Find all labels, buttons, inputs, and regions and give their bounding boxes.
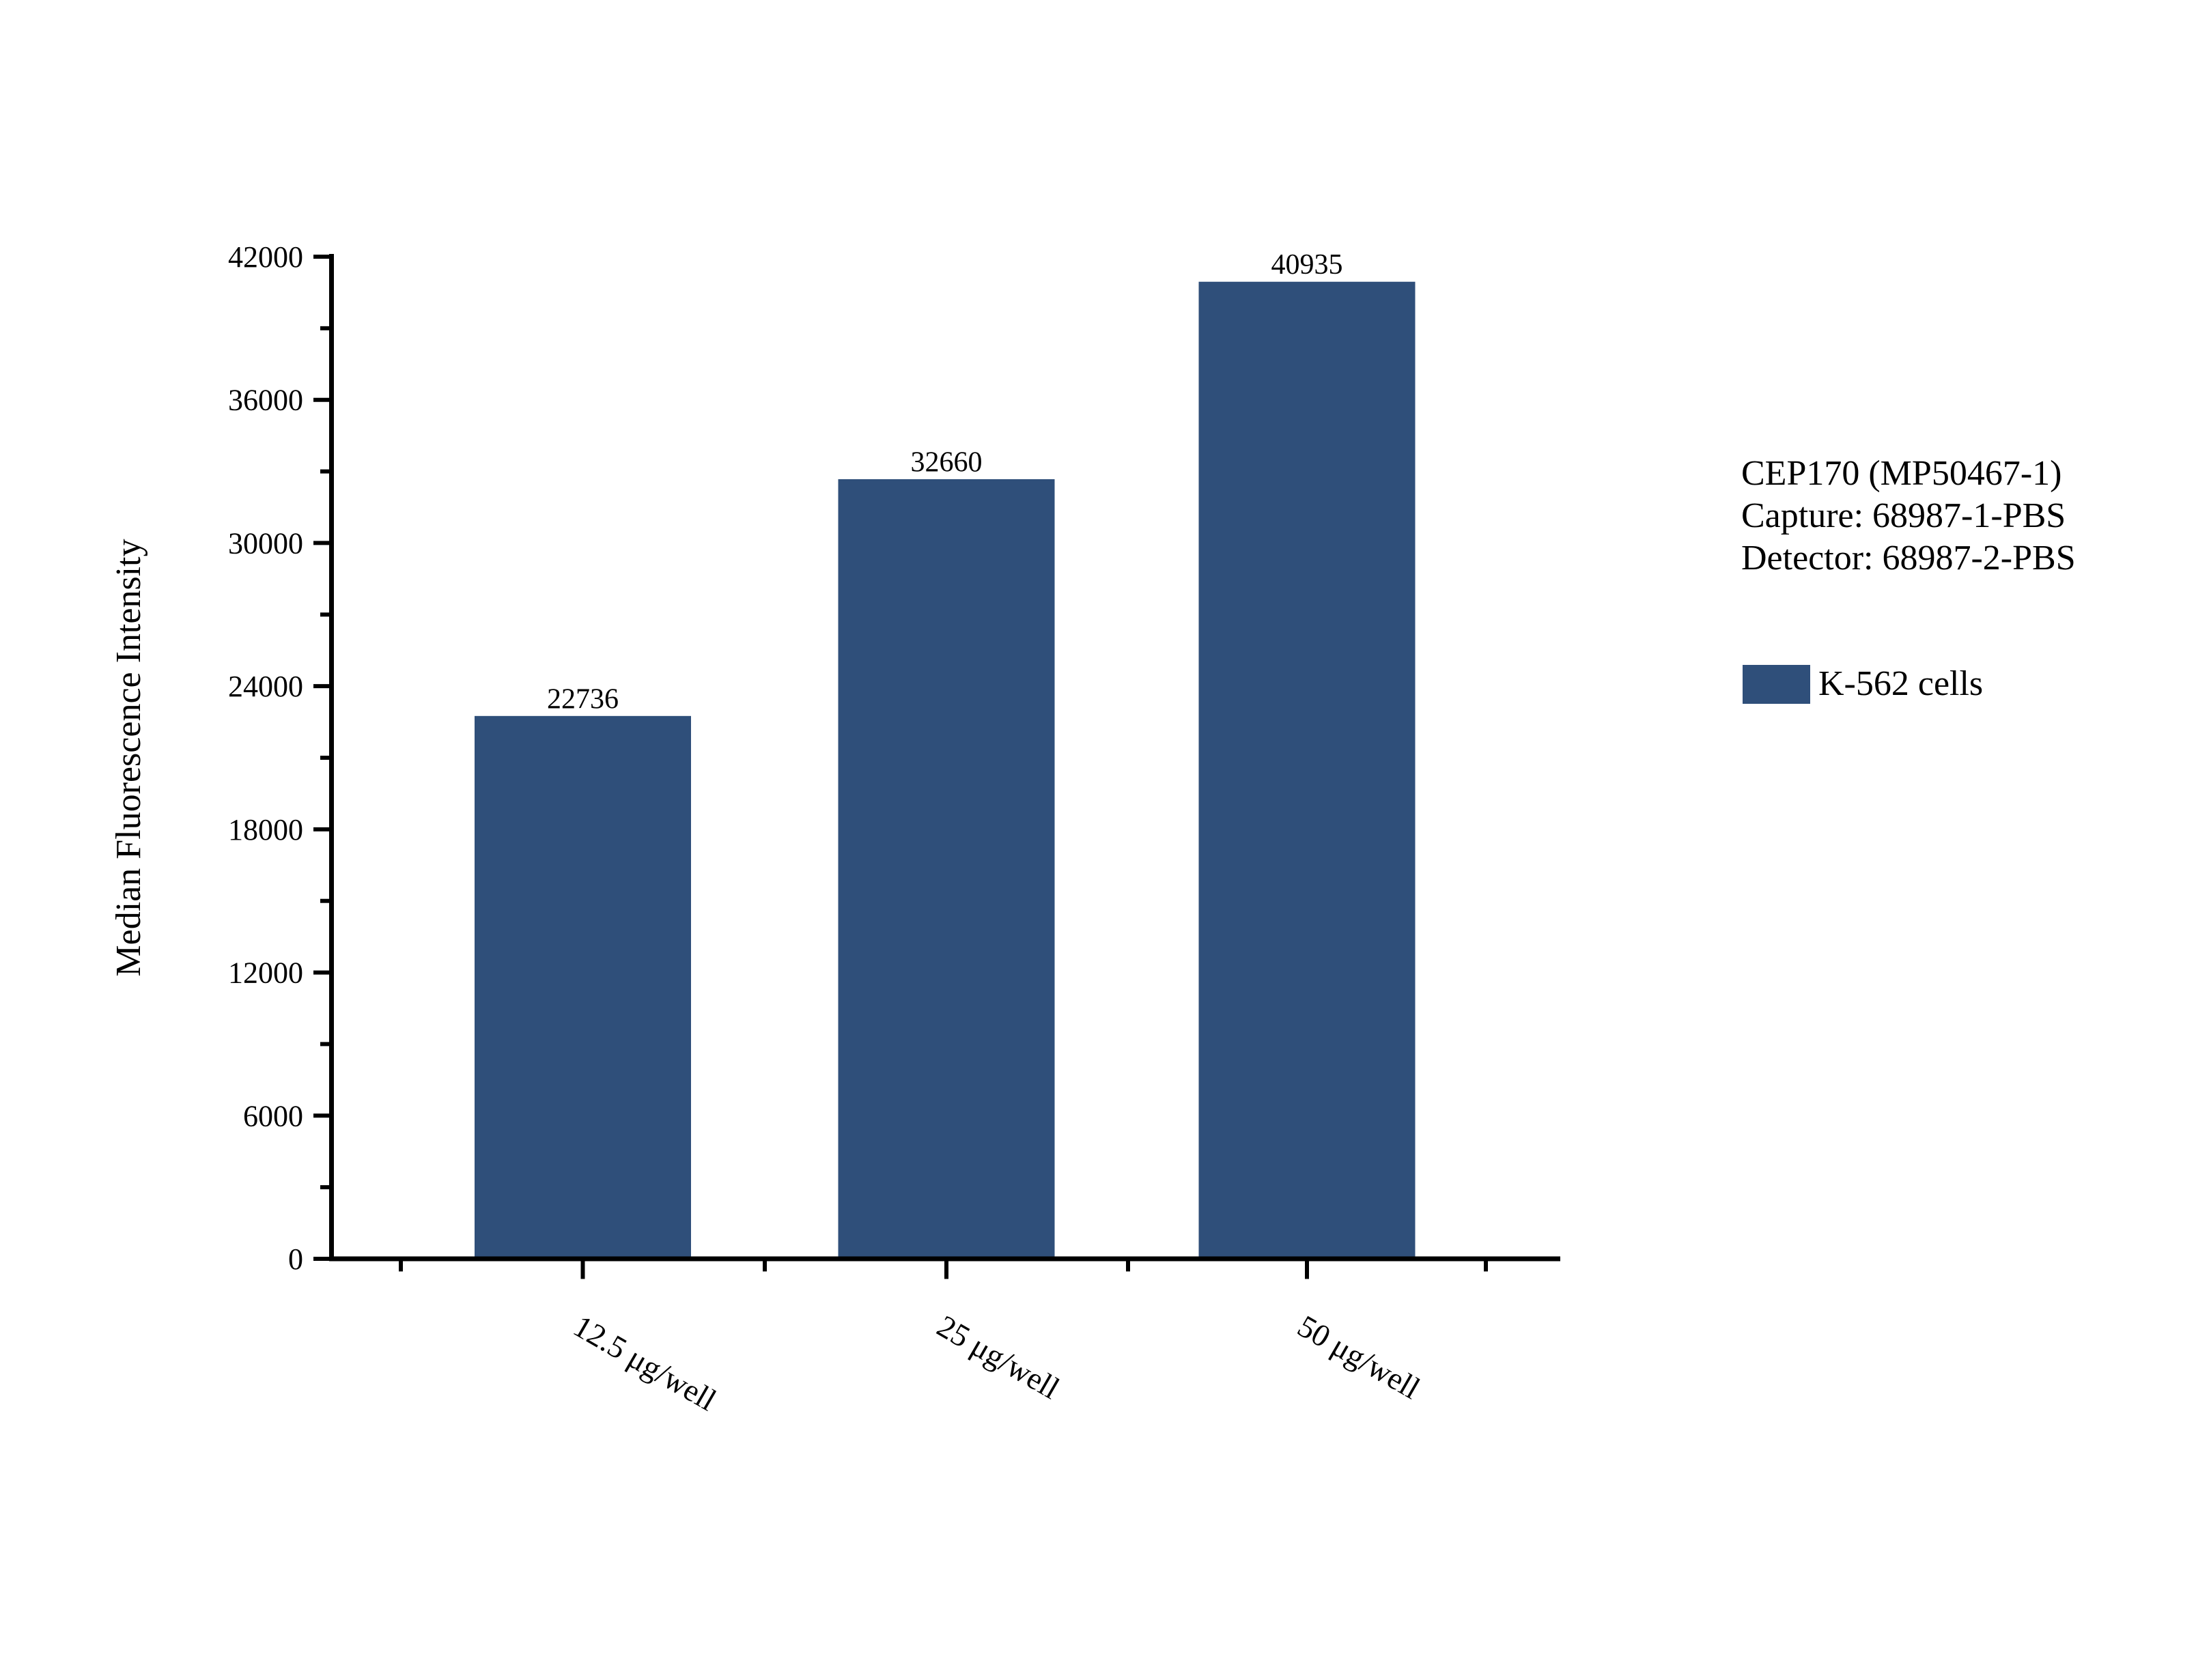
y-tick-label: 42000 — [228, 240, 303, 274]
legend-color-swatch — [1743, 664, 1810, 704]
annotation-line-1: CEP170 (MP50467-1) — [1741, 454, 2062, 493]
legend: K-562 cells — [1743, 663, 1983, 705]
bar — [838, 479, 1055, 1259]
legend-item-label: K-562 cells — [1818, 664, 1984, 703]
y-tick-label: 6000 — [243, 1099, 303, 1133]
x-category-label: 25 μg/well — [931, 1308, 1065, 1406]
y-tick-label: 12000 — [228, 956, 303, 990]
bars-layer — [475, 281, 1416, 1259]
annotation-block: CEP170 (MP50467-1) Capture: 68987-1-PBS … — [1741, 453, 2076, 580]
axes-layer — [313, 254, 1560, 1279]
x-category-label: 50 μg/well — [1292, 1308, 1426, 1406]
bar-value-label: 32660 — [911, 446, 983, 478]
bar-value-label: 22736 — [547, 683, 619, 715]
y-tick-label: 24000 — [228, 670, 303, 703]
y-tick-label: 36000 — [228, 384, 303, 417]
annotation-line-3: Detector: 68987-2-PBS — [1741, 539, 2076, 578]
y-tick-label: 18000 — [228, 813, 303, 846]
annotation-line-2: Capture: 68987-1-PBS — [1741, 496, 2066, 535]
y-tick-label: 0 — [288, 1242, 303, 1276]
bar — [1198, 281, 1416, 1259]
y-axis-title: Median Fluorescence Intensity — [109, 539, 148, 976]
bar — [475, 715, 691, 1259]
y-tick-label: 30000 — [228, 526, 303, 560]
bar-value-label: 40935 — [1271, 249, 1343, 281]
x-category-label: 12.5 μg/well — [568, 1308, 722, 1417]
